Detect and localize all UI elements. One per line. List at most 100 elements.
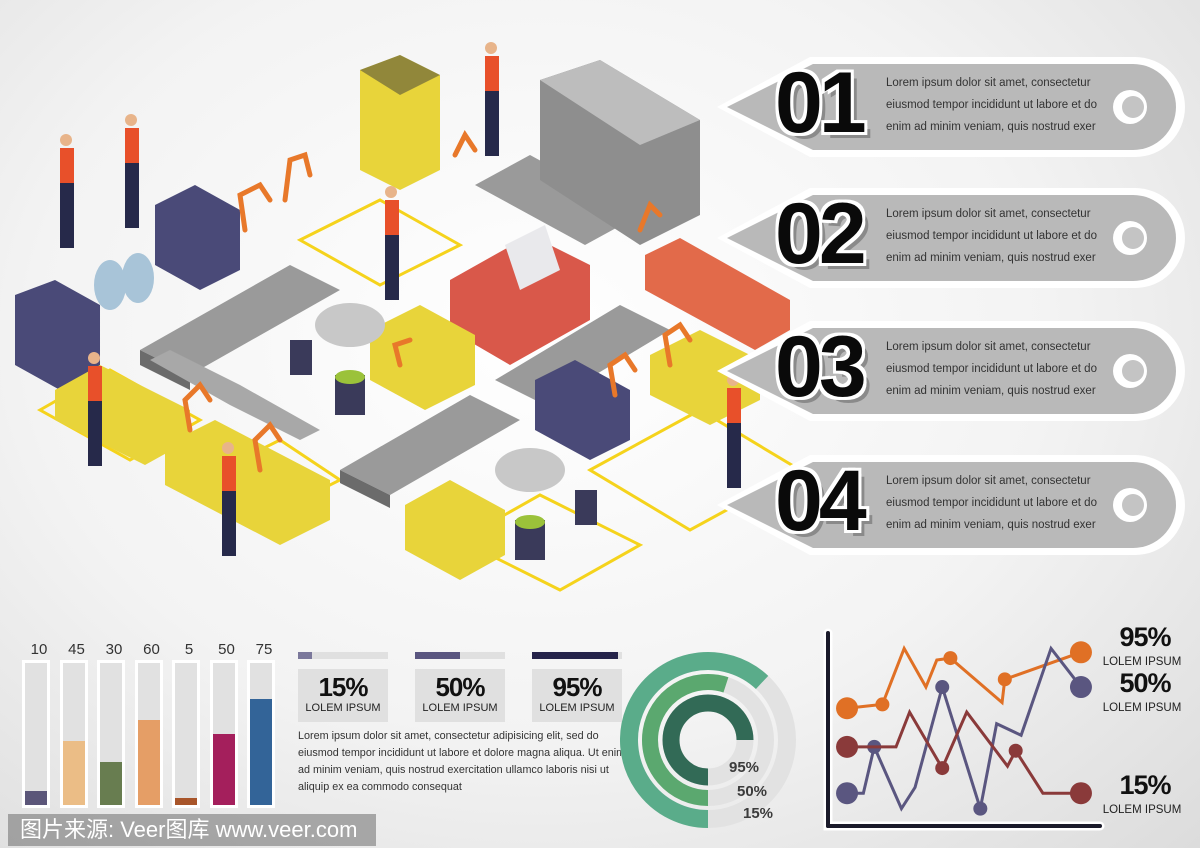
bar-value-label: 5 [184,641,194,658]
watermark: 图片来源: Veer图库 www.veer.com [8,814,376,846]
progress-bar [298,652,388,659]
data-point [836,782,859,805]
conveyor-belts [140,155,670,508]
bar [25,790,47,805]
series-line [847,708,1081,795]
series-end-value: 95% [1119,622,1171,652]
series-end-value: 50% [1119,668,1171,698]
step-text-line: Lorem ipsum dolor sit amet, consectetur [886,208,1091,220]
step-description: Lorem ipsum dolor sit amet, consectetur e… [886,72,1126,138]
bar [137,719,160,805]
step-text-line: eiusmod tempor incididunt ut labore et d… [886,363,1097,375]
step-text-line: Lorem ipsum dolor sit amet, consectetur [886,475,1091,487]
ring-label-inner: 95% [729,759,760,776]
concentric-ring-chart [620,652,796,828]
data-point [836,697,859,720]
bar-value-label: 10 [30,641,48,658]
bar-value-label: 75 [255,641,273,658]
step-number: 04 [775,453,867,549]
step-text-line: Lorem ipsum dolor sit amet, consectetur [886,77,1091,89]
step-description: Lorem ipsum dolor sit amet, consectetur e… [886,470,1126,536]
step-number: 03 [775,319,867,415]
ring-label-outer: 15% [743,805,774,822]
bar-track [22,660,50,808]
worker [485,42,499,156]
factory-illustration [15,42,800,592]
data-point [973,801,988,816]
step-text-line: enim ad minim veniam, quis nostrud exer [886,519,1096,531]
stat-value: 50% [435,672,485,702]
worker [125,114,139,228]
data-point [935,680,950,695]
data-point [997,672,1012,687]
data-point [836,735,859,758]
bar-value-label: 50 [218,641,235,658]
data-point [935,761,950,776]
tanks-and-barrels [94,253,597,560]
progress-fill [298,652,312,659]
step-tag-03: 03 Lorem ipsum dolor sit amet, consectetu… [715,316,1190,424]
series-end-value: 15% [1119,770,1171,800]
data-point [1069,641,1092,664]
bar-track [172,660,200,808]
step-text-line: Lorem ipsum dolor sit amet, consectetur [886,341,1091,353]
step-text-line: enim ad minim veniam, quis nostrud exer [886,385,1096,397]
series-end-caption: LOLEM IPSUM [1102,656,1182,668]
axis-outline [823,628,1105,831]
stat-box: 15% LOLEM IPSUM [298,669,388,722]
bar-track [134,660,163,808]
data-point [943,651,958,666]
progress-fill [415,652,460,659]
bar [100,762,122,805]
step-tag-02: 02 Lorem ipsum dolor sit amet, consectetu… [715,183,1190,291]
data-point [875,697,890,712]
bar-track [209,660,238,808]
bar-value-label: 60 [143,641,160,658]
progress-fill [532,652,618,659]
worker [727,374,741,488]
stat-caption: LOLEM IPSUM [539,702,615,714]
bar [212,734,235,805]
step-tag-04: 04 Lorem ipsum dolor sit amet, consectetu… [715,450,1190,558]
stat-box: 95% LOLEM IPSUM [532,669,622,722]
line-chart [823,628,1105,831]
step-description: Lorem ipsum dolor sit amet, consectetur e… [886,336,1126,402]
step-text-line: eiusmod tempor incididunt ut labore et d… [886,99,1097,111]
step-description: Lorem ipsum dolor sit amet, consectetur e… [886,203,1126,269]
stat-caption: LOLEM IPSUM [422,702,498,714]
robot-arms [182,130,693,473]
step-text-line: enim ad minim veniam, quis nostrud exer [886,252,1096,264]
series-line [846,644,1082,710]
ring-label-middle: 50% [737,783,768,800]
worker [385,186,399,300]
stat-caption: LOLEM IPSUM [305,702,381,714]
bar [250,698,272,805]
tag-shape [717,321,1185,421]
step-text-line: eiusmod tempor incididunt ut labore et d… [886,230,1097,242]
stat-value: 95% [552,672,602,702]
stat-value: 15% [318,672,368,702]
series-end-caption: LOLEM IPSUM [1102,804,1182,816]
bar-value-label: 45 [68,641,85,658]
ring-arc [662,694,754,786]
workers [60,42,741,556]
tag-shape [717,455,1185,555]
progress-bar [532,652,622,659]
bar-track [97,660,125,808]
bar [175,797,197,805]
tag-shape [717,188,1185,288]
stat-box: 50% LOLEM IPSUM [415,669,505,722]
ring-arc [642,674,729,806]
step-tag-01: 01 Lorem ipsum dolor sit amet, consectetu… [715,52,1190,160]
description-paragraph: Lorem ipsum dolor sit amet, consectetur … [298,730,626,793]
watermark-text: 图片来源: Veer图库 www.veer.com [20,817,358,842]
worker [88,352,102,466]
bar-track [247,660,275,808]
step-text-line: enim ad minim veniam, quis nostrud exer [886,121,1096,133]
data-point [1008,743,1023,758]
data-point [1069,782,1092,805]
worker [60,134,74,248]
step-number: 01 [775,55,867,151]
data-point [1069,676,1092,699]
step-number: 02 [775,186,867,282]
